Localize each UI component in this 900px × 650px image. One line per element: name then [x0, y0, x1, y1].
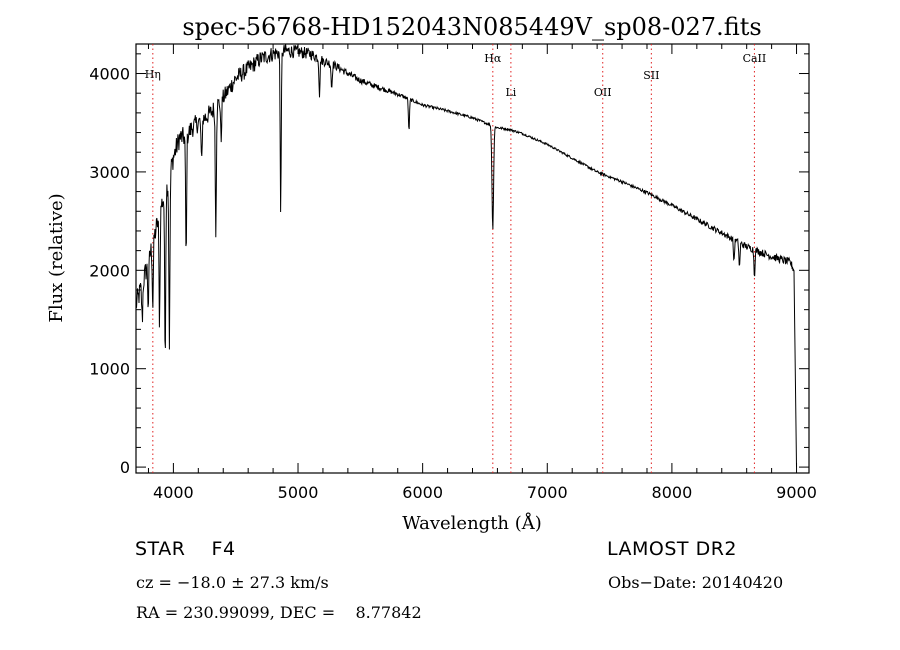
y-tick-label: 3000 [89, 163, 130, 182]
x-tick-label: 6000 [402, 483, 443, 502]
y-tick-label: 2000 [89, 261, 130, 280]
y-axis-label: Flux (relative) [46, 193, 67, 322]
y-tick-label: 0 [120, 458, 130, 477]
x-tick-label: 4000 [153, 483, 194, 502]
x-axis-label: Wavelength (Å) [402, 512, 542, 534]
chart-title: spec-56768-HD152043N085449V_sp08-027.fit… [182, 13, 761, 41]
redshift-text: cz = −18.0 ± 27.3 km/s [136, 573, 329, 592]
line-marker-label: Hη [145, 68, 161, 81]
x-tick-label: 8000 [652, 483, 693, 502]
line-marker-label: Hα [484, 52, 502, 65]
x-tick-label: 5000 [278, 483, 319, 502]
y-tick-label: 1000 [89, 360, 130, 379]
spectrum-line [135, 44, 797, 468]
ra-dec-text: RA = 230.99099, DEC = 8.77842 [136, 603, 422, 622]
x-tick-label: 7000 [527, 483, 568, 502]
x-tick-label: 9000 [776, 483, 817, 502]
line-marker-group: Hη Hα Li OII SII CaII [145, 44, 767, 473]
line-marker-label: CaII [743, 52, 767, 65]
y-tick-label: 4000 [89, 65, 130, 84]
axis-ticks: 4000 5000 6000 7000 8000 9000 0 1000 2000 3000 400… [89, 44, 817, 502]
survey-text: LAMOST DR2 [607, 538, 737, 560]
line-marker-label: OII [594, 86, 612, 99]
object-class-text: STAR F4 [135, 538, 236, 560]
plot-frame [135, 43, 810, 474]
line-marker-label: SII [643, 69, 659, 82]
line-marker-label: Li [505, 86, 516, 99]
obs-date-text: Obs−Date: 20140420 [608, 573, 784, 592]
